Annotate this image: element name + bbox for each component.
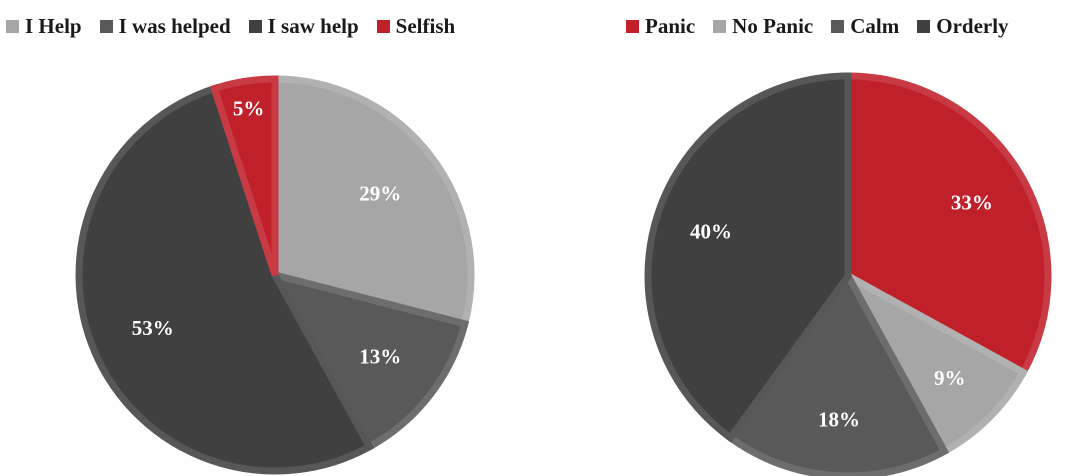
legend-label: No Panic [732,14,814,38]
pie-chart-helping: I Help I was helped I saw help Selfish 2… [6,14,475,475]
legend: I Help I was helped I saw help Selfish [6,14,455,39]
slice-label-no-panic: 9% [934,366,966,390]
legend-item-i-help: I Help [6,14,82,39]
legend-label: I Help [25,14,82,38]
legend-label: Panic [645,14,696,38]
legend-label: Calm [850,14,900,38]
pie-chart-behavior: Panic No Panic Calm Orderly 33% 9% 18% 40% [600,0,1076,476]
pie-slice-selfish [210,75,279,277]
slice-label-i-was-helped: 13% [359,345,401,369]
pie-slice-panic [844,72,1052,378]
legend-item-i-was-helped: I was helped [99,14,231,39]
legend-item-no-panic: No Panic [713,14,813,39]
legend-label: Orderly [936,14,1009,38]
slice-label-orderly: 40% [690,220,732,244]
legend-item-selfish: Selfish [376,14,456,39]
slice-label-panic: 33% [951,191,993,215]
legend-swatch [917,20,931,33]
legend-item-orderly: Orderly [917,14,1009,39]
legend: Panic No Panic Calm Orderly [626,14,1009,39]
slice-label-selfish: 5% [233,97,265,121]
legend-swatch [831,20,845,33]
slice-label-i-saw-help: 53% [132,316,174,340]
pie-plot: 29% 13% 53% 5% [75,75,475,475]
legend-label: I was helped [118,14,231,38]
legend-swatch [99,20,113,33]
pie-slice-no-panic [839,267,1029,457]
legend-swatch [248,20,262,33]
pie-slice-i-was-helped [268,269,470,452]
slice-label-i-help: 29% [359,181,401,205]
legend-item-panic: Panic [626,14,695,39]
pie-slice-i-saw-help [75,84,375,475]
slice-label-calm: 18% [818,408,860,432]
pie-slice-orderly [644,72,852,443]
legend-swatch [6,20,19,33]
legend-item-calm: Calm [831,14,899,39]
pie-plot: 33% 9% 18% 40% [644,72,1052,476]
legend-label: I saw help [267,14,359,38]
legend-swatch [376,20,390,33]
legend-item-i-saw-help: I saw help [248,14,359,39]
legend-label: Selfish [395,14,456,38]
legend-swatch [626,20,639,33]
pie-slice-i-help [271,75,475,329]
legend-swatch [713,20,727,33]
